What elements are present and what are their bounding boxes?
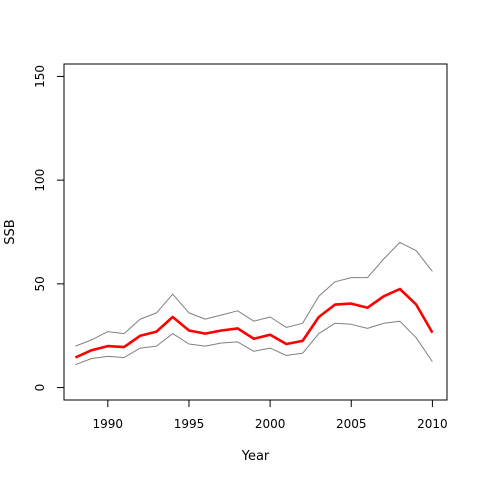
x-tick-label: 1995 <box>174 417 205 431</box>
y-tick-label: 0 <box>33 384 47 392</box>
x-tick-label: 2010 <box>417 417 448 431</box>
x-axis: 1990 1995 2000 2005 2010 <box>93 399 448 431</box>
y-axis-label: SSB <box>3 219 18 244</box>
y-tick-label: 150 <box>33 65 47 88</box>
x-tick-label: 2005 <box>336 417 367 431</box>
series-line-upper <box>75 241 433 347</box>
y-axis: 0 50 100 150 <box>33 65 65 392</box>
series-layer <box>74 241 434 366</box>
y-tick-label: 100 <box>33 169 47 192</box>
y-tick-label: 50 <box>33 276 47 291</box>
plot-frame <box>63 63 448 401</box>
x-tick-label: 2000 <box>255 417 286 431</box>
x-axis-label: Year <box>241 449 270 464</box>
series-line-estimate <box>74 287 434 359</box>
series-line-lower <box>75 320 433 366</box>
x-tick-label: 1990 <box>93 417 124 431</box>
